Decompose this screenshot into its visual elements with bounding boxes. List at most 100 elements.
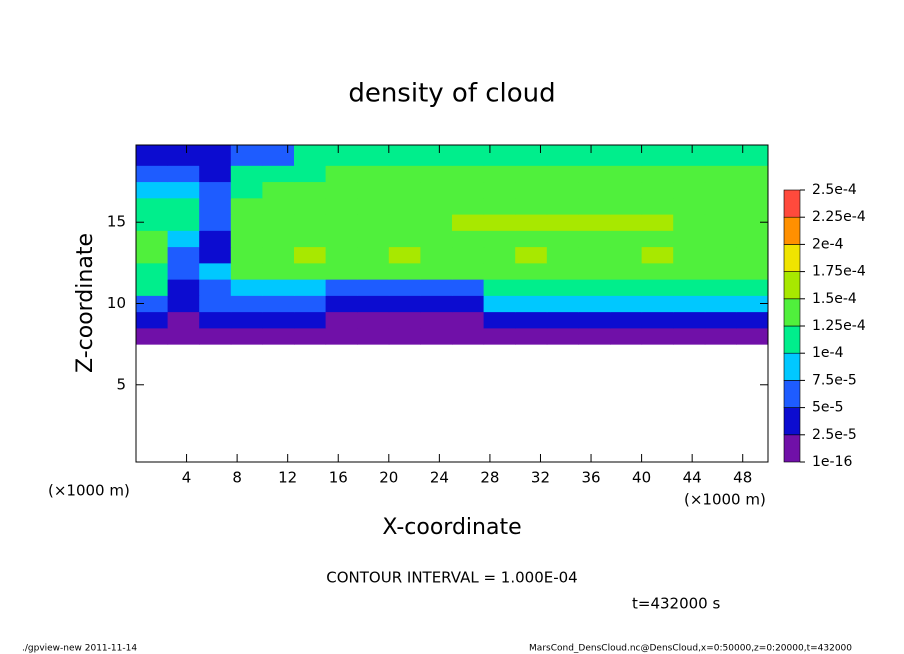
field-cell (167, 311, 200, 329)
field-cell (420, 214, 453, 231)
field-cell (452, 262, 485, 280)
annotation: CONTOUR INTERVAL = 1.000E-04 (326, 569, 577, 587)
field-cell (262, 181, 295, 199)
field-cell (262, 230, 295, 248)
field-cell (736, 262, 768, 280)
field-cell (325, 145, 358, 166)
field-cell (199, 279, 232, 296)
field-cell (167, 145, 200, 166)
field-cell (641, 311, 674, 329)
x-tick-label: 24 (430, 469, 449, 487)
field-cell (294, 311, 327, 329)
field-cell (167, 262, 200, 280)
field-cell (673, 295, 706, 313)
field-cell (199, 262, 232, 280)
field-cell (294, 230, 327, 248)
field-cell (515, 262, 548, 280)
field-cell (230, 327, 263, 345)
field-cell (452, 145, 485, 166)
field-cell (357, 197, 390, 215)
field-cell (610, 165, 643, 183)
field-cell (294, 246, 327, 264)
field-cell (483, 230, 516, 248)
field-cell (610, 181, 643, 199)
field-cell (199, 327, 232, 345)
field-cell (230, 165, 263, 183)
field-cell (136, 327, 169, 345)
y-axis-label: Z-coordinate (73, 233, 98, 373)
field-cell (325, 197, 358, 215)
field-cell (136, 165, 169, 183)
field-cell (388, 279, 421, 296)
field-cell (199, 181, 232, 199)
field-cell (388, 327, 421, 345)
field-cell (610, 295, 643, 313)
colorbar-label: 1.25e-4 (812, 318, 866, 334)
colorbar-label: 1e-16 (812, 454, 852, 470)
field-cell (736, 214, 768, 231)
field-cell (641, 327, 674, 345)
field-cell (262, 214, 295, 231)
field-cell (546, 311, 579, 329)
field-cell (578, 295, 611, 313)
chart-title: density of cloud (348, 79, 555, 109)
field-cell (452, 246, 485, 264)
field-cell (610, 246, 643, 264)
field-cell (704, 197, 737, 215)
field-cell (736, 197, 768, 215)
field-cell (294, 197, 327, 215)
field-cell (136, 214, 169, 231)
field-cell (483, 246, 516, 264)
field-cell (199, 311, 232, 329)
field-cell (167, 295, 200, 313)
colorbar-label: 2e-4 (812, 236, 844, 252)
field-cell (294, 165, 327, 183)
field-cell (420, 145, 453, 166)
field-cell (641, 214, 674, 231)
field-cell (199, 145, 232, 166)
field-cell (578, 181, 611, 199)
field-cell (388, 230, 421, 248)
field-cell (673, 214, 706, 231)
field-cell (673, 262, 706, 280)
field-cell (420, 230, 453, 248)
colorbar-label: 5e-5 (812, 400, 843, 416)
field-cell (641, 279, 674, 296)
field-cell (610, 197, 643, 215)
field-cell (736, 181, 768, 199)
field-cell (515, 246, 548, 264)
field-cell (578, 327, 611, 345)
colorbar-label: 2.5e-5 (812, 427, 857, 443)
field-cell (357, 295, 390, 313)
field-cell (136, 262, 169, 280)
field-cell (736, 311, 768, 329)
field-cell (736, 230, 768, 248)
field (136, 145, 768, 345)
y-tick-label: 10 (107, 294, 126, 312)
field-cell (483, 311, 516, 329)
field-cell (357, 165, 390, 183)
field-cell (357, 181, 390, 199)
field-cell (546, 262, 579, 280)
colorbar-box (783, 244, 801, 272)
colorbar-box (783, 352, 801, 381)
field-cell (230, 295, 263, 313)
field-cell (515, 279, 548, 296)
x-tick-label: 48 (733, 469, 752, 487)
field-cell (136, 145, 169, 166)
field-cell (546, 246, 579, 264)
field-cell (357, 262, 390, 280)
colorbar-label: 1e-4 (812, 345, 844, 361)
field-cell (357, 145, 390, 166)
field-cell (704, 295, 737, 313)
field-cell (230, 197, 263, 215)
field-cell (167, 230, 200, 248)
field-cell (641, 197, 674, 215)
y-tick-label: 5 (116, 375, 126, 393)
field-cell (452, 279, 485, 296)
field-cell (230, 214, 263, 231)
field-cell (357, 214, 390, 231)
field-cell (420, 246, 453, 264)
field-cell (325, 295, 358, 313)
